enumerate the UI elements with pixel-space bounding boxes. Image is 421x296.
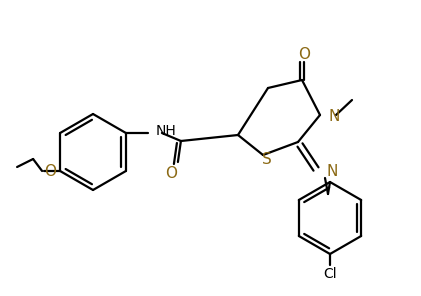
Text: O: O — [165, 165, 177, 181]
Text: N: N — [328, 109, 339, 123]
Text: Cl: Cl — [323, 267, 337, 281]
Text: O: O — [44, 163, 56, 178]
Text: S: S — [262, 152, 272, 166]
Text: NH: NH — [156, 124, 177, 138]
Text: O: O — [298, 46, 310, 62]
Text: N: N — [326, 165, 337, 179]
